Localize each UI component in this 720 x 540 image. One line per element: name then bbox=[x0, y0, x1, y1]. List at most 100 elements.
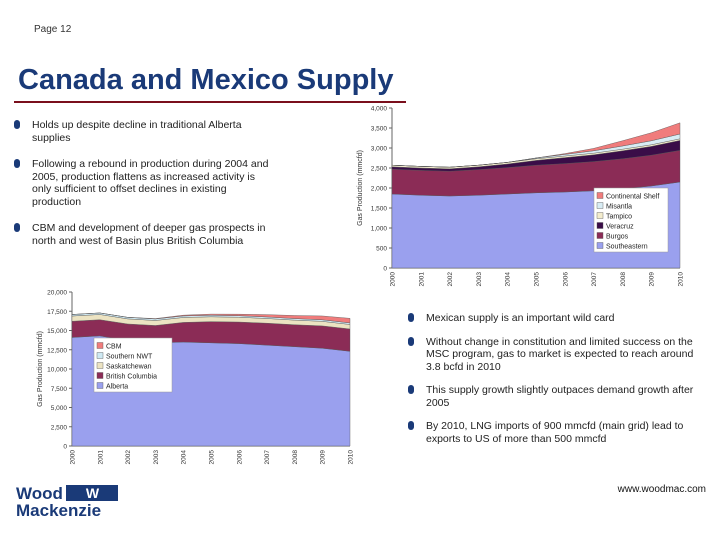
x-tick-label: 2007 bbox=[591, 272, 598, 287]
legend-swatch bbox=[96, 352, 104, 359]
legend-box bbox=[93, 337, 173, 393]
x-tick-label: 2007 bbox=[264, 450, 271, 465]
y-axis-label: Gas Production (mmcfd) bbox=[37, 331, 44, 407]
bullet-right-item: Mexican supply is an important wild card bbox=[408, 312, 708, 325]
x-tick-label: 2002 bbox=[125, 450, 132, 465]
y-tick-label: 1,500 bbox=[371, 206, 388, 213]
x-tick-label: 2004 bbox=[181, 450, 188, 465]
legend-swatch bbox=[596, 212, 604, 219]
y-tick-label: 500 bbox=[376, 246, 387, 253]
legend-label: Veracruz bbox=[606, 224, 634, 231]
bullet-icon bbox=[14, 159, 20, 168]
bullet-right-item: Without change in constitution and limit… bbox=[408, 336, 708, 374]
x-tick-label: 2000 bbox=[70, 450, 77, 465]
x-tick-label: 2002 bbox=[447, 272, 454, 287]
mexico-supply-chart: 0 500 1,000 1,500 2,000 2,500 3,000 3,500 4,000 2… bbox=[357, 106, 685, 287]
x-tick-label: 2009 bbox=[320, 450, 327, 465]
page-number: Page 12 bbox=[34, 24, 72, 35]
y-tick-label: 4,000 bbox=[371, 106, 388, 113]
bullet-left-item: Holds up despite decline in traditional … bbox=[14, 119, 274, 144]
y-tick-label: 0 bbox=[383, 266, 387, 273]
logo-mark: W bbox=[66, 485, 118, 501]
x-tick-label: 2010 bbox=[678, 272, 685, 287]
legend-swatch bbox=[96, 342, 104, 349]
x-tick-label: 2009 bbox=[649, 272, 656, 287]
x-tick-label: 2003 bbox=[476, 272, 483, 287]
bullet-icon bbox=[14, 120, 20, 129]
legend-label: Southern NWT bbox=[106, 354, 153, 361]
x-tick-label: 2004 bbox=[505, 272, 512, 287]
x-tick-label: 2006 bbox=[562, 272, 569, 287]
bullet-left-item: Following a rebound in production during… bbox=[14, 158, 274, 208]
legend-label: Burgos bbox=[606, 234, 629, 241]
x-tick-label: 2010 bbox=[348, 450, 355, 465]
bullet-right-text: This supply growth slightly outpaces dem… bbox=[426, 384, 694, 409]
bullet-icon bbox=[408, 385, 414, 394]
y-tick-label: 2,500 bbox=[371, 166, 388, 173]
y-tick-label: 12,500 bbox=[47, 347, 67, 354]
legend-label: British Columbia bbox=[106, 374, 157, 381]
bullet-icon bbox=[408, 421, 414, 430]
bullet-right-text: By 2010, LNG imports of 900 mmcfd (main … bbox=[426, 420, 684, 445]
legend-swatch bbox=[596, 242, 604, 249]
legend-swatch bbox=[596, 232, 604, 239]
bullet-right-text: Without change in constitution and limit… bbox=[426, 335, 694, 373]
y-tick-label: 3,500 bbox=[371, 126, 388, 133]
y-tick-label: 15,000 bbox=[47, 328, 67, 335]
bullet-icon bbox=[408, 313, 414, 322]
page-title: Canada and Mexico Supply bbox=[18, 64, 394, 96]
title-underline bbox=[14, 101, 406, 103]
x-tick-label: 2001 bbox=[418, 272, 425, 287]
logo-word-bottom: Mackenzie bbox=[16, 501, 102, 520]
y-tick-label: 3,000 bbox=[371, 146, 388, 153]
legend-swatch bbox=[596, 202, 604, 209]
chart-legend: Continental Shelf Misantla Tampico Veracruz… bbox=[593, 187, 669, 253]
bullet-left-text: Holds up despite decline in traditional … bbox=[32, 119, 242, 144]
legend-label: Tampico bbox=[606, 214, 632, 221]
legend-label: Southeastern bbox=[606, 244, 648, 251]
wood-mackenzie-logo: Wood W Mackenzie bbox=[16, 484, 136, 520]
legend-box bbox=[593, 187, 669, 253]
bullet-right-item: By 2010, LNG imports of 900 mmcfd (main … bbox=[408, 420, 708, 445]
bullet-icon bbox=[408, 336, 414, 346]
y-tick-label: 1,000 bbox=[371, 226, 388, 233]
bullet-left-item: CBM and development of deeper gas prospe… bbox=[14, 222, 274, 247]
legend-swatch bbox=[96, 362, 104, 369]
bullet-left-text: CBM and development of deeper gas prospe… bbox=[32, 222, 266, 247]
canada-supply-chart: 0 2,500 5,000 7,500 10,000 12,500 15,000 17,500… bbox=[37, 290, 355, 465]
legend-swatch bbox=[96, 372, 104, 379]
y-tick-label: 7,500 bbox=[51, 386, 68, 393]
legend-label: Misantla bbox=[606, 204, 632, 211]
chart-legend: CBM Southern NWT Saskatchewan British Colum… bbox=[93, 337, 173, 393]
x-tick-label: 2005 bbox=[209, 450, 216, 465]
bullet-icon bbox=[14, 223, 20, 232]
y-tick-label: 0 bbox=[63, 444, 67, 451]
x-tick-label: 2008 bbox=[292, 450, 299, 465]
x-tick-label: 2001 bbox=[97, 450, 104, 465]
y-tick-label: 5,000 bbox=[51, 405, 68, 412]
bullets-mexico: Mexican supply is an important wild card… bbox=[408, 312, 708, 456]
x-tick-label: 2008 bbox=[620, 272, 627, 287]
legend-label: Saskatchewan bbox=[106, 364, 152, 371]
x-tick-label: 2006 bbox=[236, 450, 243, 465]
bullet-right-item: This supply growth slightly outpaces dem… bbox=[408, 384, 708, 409]
area-continental-shelf bbox=[391, 122, 681, 168]
legend-label: Continental Shelf bbox=[606, 194, 659, 201]
area-cbm bbox=[71, 312, 351, 324]
legend-swatch bbox=[596, 192, 604, 199]
legend-label: CBM bbox=[106, 344, 122, 351]
y-tick-label: 10,000 bbox=[47, 367, 67, 374]
bullets-canada: Holds up despite decline in traditional … bbox=[14, 119, 274, 261]
legend-swatch bbox=[596, 222, 604, 229]
legend-swatch bbox=[96, 382, 104, 389]
x-tick-label: 2003 bbox=[153, 450, 160, 465]
y-tick-label: 20,000 bbox=[47, 290, 67, 297]
bullet-right-text: Mexican supply is an important wild card bbox=[426, 312, 615, 324]
logo-word-top: Wood bbox=[16, 484, 63, 503]
x-tick-label: 2005 bbox=[534, 272, 541, 287]
y-tick-label: 17,500 bbox=[47, 309, 67, 316]
x-tick-label: 2000 bbox=[390, 272, 397, 287]
y-axis-label: Gas Production (mmcfd) bbox=[357, 150, 364, 226]
footer-url[interactable]: www.woodmac.com bbox=[617, 484, 706, 495]
legend-label: Alberta bbox=[106, 384, 128, 391]
